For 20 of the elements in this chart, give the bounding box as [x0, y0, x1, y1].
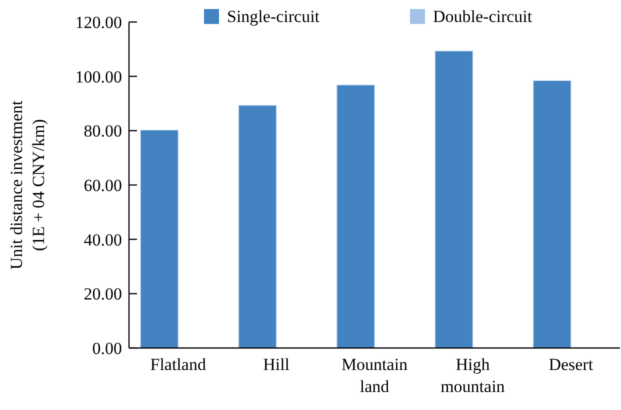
legend-label: Single-circuit — [227, 7, 320, 26]
y-tick-label: 60.00 — [84, 176, 122, 195]
y-tick-label: 120.00 — [75, 12, 122, 32]
y-tick-label: 100.00 — [75, 67, 122, 86]
x-tick-label: Desert — [548, 355, 594, 374]
y-tick-label: 80.00 — [84, 122, 122, 141]
y-tick-label: 20.00 — [84, 284, 122, 304]
x-tick-label: Hill — [263, 355, 290, 374]
legend-label: Double-circuit — [433, 7, 532, 26]
x-tick-label: High mountain — [440, 355, 506, 396]
bar — [336, 84, 375, 348]
bar — [434, 50, 473, 348]
x-tick-label: Flatland — [150, 355, 206, 374]
bar — [140, 130, 178, 348]
y-tick-label: 0.00 — [92, 338, 122, 358]
bar — [533, 80, 572, 348]
y-tick-label: 40.00 — [84, 230, 122, 250]
y-axis-title: Unit distance investment (1E + 04 CNY/km) — [7, 100, 48, 270]
x-tick-label: Mountain land — [341, 355, 408, 396]
bar — [238, 105, 277, 348]
